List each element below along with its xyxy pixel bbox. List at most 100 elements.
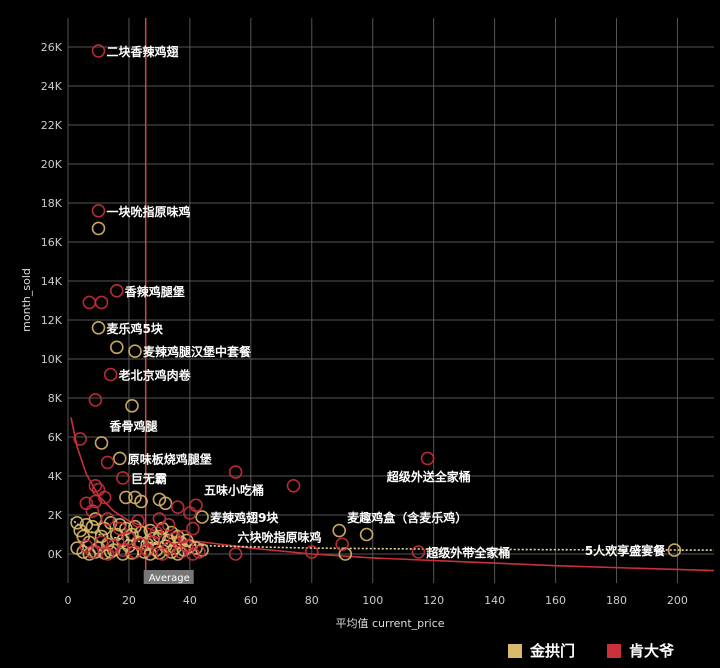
point-kendaye[interactable] — [161, 541, 176, 555]
point-kendaye[interactable] — [100, 512, 115, 526]
point-annotation: 香骨鸡腿 — [109, 418, 159, 433]
point-annotation: 巨无霸 — [131, 472, 167, 486]
y-axis-label: month_sold — [20, 268, 33, 332]
point-jingongmen[interactable] — [91, 320, 106, 335]
point-jingongmen[interactable] — [137, 545, 151, 559]
legend-item-jingongmen[interactable]: 金拱门 — [508, 640, 575, 661]
point-jingongmen[interactable] — [70, 515, 84, 530]
point-jingongmen[interactable] — [128, 344, 142, 359]
point-jingongmen[interactable] — [134, 494, 148, 509]
point-annotation: 一块吮指原味鸡 — [106, 204, 190, 219]
point-kendaye[interactable] — [420, 451, 435, 466]
y-tick-label: 12K — [41, 314, 63, 327]
y-tick-label: 2K — [48, 509, 63, 522]
point-kendaye[interactable] — [91, 204, 106, 218]
y-tick-label: 10K — [41, 353, 63, 366]
x-tick-label: 0 — [65, 594, 72, 607]
point-annotation: 麦辣鸡翅9块 — [210, 510, 279, 525]
point-kendaye[interactable] — [100, 455, 115, 470]
y-tick-label: 26K — [41, 41, 63, 54]
x-tick-label: 20 — [122, 594, 136, 607]
point-kendaye[interactable] — [91, 44, 106, 58]
y-tick-label: 18K — [41, 197, 63, 210]
point-jingongmen[interactable] — [338, 547, 353, 561]
point-kendaye[interactable] — [85, 504, 100, 518]
point-kendaye[interactable] — [286, 478, 301, 493]
point-kendaye[interactable] — [73, 432, 87, 446]
point-jingongmen[interactable] — [113, 451, 127, 466]
point-kendaye[interactable] — [94, 295, 109, 310]
y-tick-label: 0K — [48, 548, 63, 561]
point-kendaye[interactable] — [88, 478, 103, 493]
point-jingongmen[interactable] — [195, 543, 209, 557]
point-kendaye[interactable] — [228, 465, 243, 479]
y-tick-label: 16K — [41, 236, 63, 249]
point-kendaye[interactable] — [335, 537, 350, 552]
point-kendaye[interactable] — [228, 547, 243, 561]
point-jingongmen[interactable] — [332, 523, 347, 538]
point-kendaye[interactable] — [304, 545, 319, 559]
point-kendaye[interactable] — [152, 512, 167, 526]
point-kendaye[interactable] — [88, 494, 103, 509]
x-tick-label: 60 — [244, 594, 258, 607]
x-tick-label: 40 — [183, 594, 197, 607]
point-kendaye[interactable] — [177, 529, 191, 544]
point-jingongmen[interactable] — [158, 496, 173, 511]
average-label: Average — [149, 573, 190, 584]
legend-item-kendaye[interactable]: 肯大爷 — [607, 640, 674, 661]
axes: 0 20 40 60 80 100 120 140 160 180 200 0K 2K 4K 6K 8K 10K… — [41, 41, 688, 607]
point-kendaye[interactable] — [113, 521, 127, 536]
point-annotation: 五味小吃桶 — [204, 483, 264, 498]
point-jingongmen[interactable] — [359, 527, 374, 542]
point-kendaye[interactable] — [82, 295, 97, 310]
point-jingongmen[interactable] — [195, 510, 209, 524]
point-kendaye[interactable] — [110, 283, 124, 298]
point-kendaye[interactable] — [131, 514, 145, 528]
x-tick-label: 100 — [362, 594, 383, 607]
point-kendaye[interactable] — [146, 535, 161, 550]
point-jingongmen[interactable] — [119, 490, 133, 505]
point-kendaye[interactable] — [189, 498, 203, 513]
point-jingongmen[interactable] — [91, 221, 106, 236]
y-tick-label: 4K — [48, 470, 63, 483]
point-kendaye[interactable] — [85, 545, 100, 559]
point-kendaye[interactable] — [88, 393, 103, 407]
point-jingongmen[interactable] — [164, 545, 179, 559]
y-tick-label: 22K — [41, 119, 63, 132]
y-tick-label: 8K — [48, 392, 63, 405]
point-kendaye[interactable] — [167, 531, 182, 546]
point-jingongmen[interactable] — [110, 340, 124, 355]
point-kendaye[interactable] — [186, 547, 200, 561]
x-tick-label: 140 — [484, 594, 505, 607]
point-annotation: 老北京鸡肉卷 — [119, 368, 192, 383]
point-annotation: 二块香辣鸡翅 — [106, 44, 178, 59]
y-tick-label: 14K — [41, 275, 63, 288]
point-kendaye[interactable] — [106, 539, 121, 554]
x-tick-label: 160 — [545, 594, 566, 607]
point-jingongmen[interactable] — [94, 436, 109, 450]
point-jingongmen[interactable] — [131, 535, 145, 550]
point-annotations: 二块香辣鸡翅一块吮指原味鸡香辣鸡腿堡麦乐鸡5块麦辣鸡腿汉堡中套餐老北京鸡肉卷香骨… — [106, 44, 666, 560]
point-jingongmen[interactable] — [82, 547, 97, 561]
point-kendaye[interactable] — [411, 545, 426, 559]
point-annotation: 六块吮指原味鸡 — [238, 529, 322, 544]
point-jingongmen[interactable] — [667, 543, 682, 557]
point-kendaye[interactable] — [103, 367, 118, 382]
point-annotation: 麦乐鸡5块 — [106, 321, 163, 336]
point-kendaye[interactable] — [170, 500, 185, 515]
point-kendaye[interactable] — [122, 531, 136, 546]
y-tick-label: 24K — [41, 80, 63, 93]
point-kendaye[interactable] — [149, 525, 164, 540]
point-annotation: 麦辣鸡腿汉堡中套餐 — [143, 344, 252, 359]
point-kendaye[interactable] — [116, 471, 130, 485]
point-kendaye[interactable] — [186, 521, 200, 536]
x-tick-label: 80 — [305, 594, 319, 607]
point-jingongmen[interactable] — [125, 398, 139, 413]
point-kendaye[interactable] — [192, 545, 206, 559]
point-kendaye[interactable] — [94, 535, 109, 550]
point-kendaye[interactable] — [97, 490, 112, 505]
x-tick-label: 120 — [423, 594, 444, 607]
average-label-box — [143, 570, 194, 584]
x-axis-label: 平均值 current_price — [335, 617, 444, 630]
